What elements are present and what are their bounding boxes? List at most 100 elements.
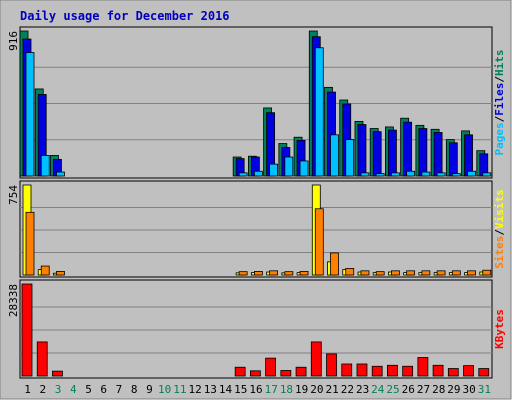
bar-files-day-30 [464,134,473,177]
x-tick-label: 16 [249,383,262,396]
bar-sites-day-16 [253,271,263,276]
y-max-label: 28338 [7,284,20,317]
bar-pages-day-21 [330,134,339,177]
bar-kbytes-day-3 [52,370,63,377]
chart-panels: 916Pages/Files/Hits754Sites/Visits28338K… [7,26,506,379]
bar-kbytes-day-29 [447,368,459,377]
bar-kbytes-day-20 [310,341,322,377]
x-tick-label: 2 [40,383,47,396]
bar-kbytes-day-16 [249,370,261,377]
bar-sites-day-19 [299,271,309,276]
bar-pages-day-31 [482,172,492,177]
bar-sites-day-24 [375,271,385,276]
x-tick-label: 4 [70,383,77,396]
bar-kbytes-day-26 [402,365,414,377]
bar-kbytes-day-27 [417,357,429,377]
x-tick-label: 29 [447,383,460,396]
bar-kbytes-day-18 [280,370,292,377]
bar-files-day-23 [357,124,367,177]
bar-files-day-26 [403,121,413,177]
bar-pages-day-17 [269,163,279,177]
bar-pages-day-30 [467,170,476,177]
x-axis-day-labels: 1 2 3 4 5 6 7 8 9 10 11 12 13 14 15 16 17 18 19 20 21 22 23 24 2… [24,383,491,396]
x-tick-label: 14 [219,383,233,396]
bar-sites-day-23 [360,270,370,276]
side-legend: Sites/Visits [493,189,506,269]
bar-pages-day-16 [253,170,263,177]
bar-kbytes-day-28 [432,364,444,377]
x-tick-label: 12 [188,383,201,396]
bar-files-day-24 [372,131,382,177]
x-tick-label: 7 [116,383,123,396]
bar-sites-day-15 [238,271,248,276]
bar-sites-day-18 [284,271,294,276]
bar-files-day-27 [418,128,428,177]
bar-pages-day-20 [314,47,324,177]
bar-pages-day-27 [421,171,431,177]
legend-separator: / [493,76,506,83]
bar-sites-day-17 [269,270,279,276]
bar-kbytes-day-1 [21,283,33,377]
panel-kbytes: 28338 KBytes [7,279,506,379]
bar-pages-day-23 [360,172,370,177]
chart-title: Daily usage for December 2016 [20,9,230,23]
bar-sites-day-25 [391,270,400,276]
x-tick-label: 24 [371,383,385,396]
bar-sites-day-2 [40,265,50,276]
legend-sites: Sites [493,236,506,269]
x-tick-label: 18 [280,383,293,396]
y-max-label: 916 [7,31,20,51]
x-tick-label: 6 [100,383,107,396]
x-tick-label: 25 [386,383,399,396]
x-tick-label: 19 [295,383,308,396]
panel-frame [19,279,493,379]
legend-kbytes: KBytes [493,309,506,349]
legend-pages: Pages [493,122,506,155]
bar-kbytes-day-30 [463,365,474,377]
bar-kbytes-day-15 [234,366,246,377]
bar-pages-day-26 [406,170,416,177]
side-legend: KBytes [493,309,506,349]
x-tick-label: 10 [158,383,171,396]
x-tick-label: 3 [55,383,62,396]
bar-sites-day-1 [25,211,35,276]
bar-kbytes-day-21 [326,353,337,377]
bar-sites-day-3 [56,271,65,276]
x-tick-label: 13 [204,383,217,396]
x-tick-label: 28 [432,383,445,396]
bar-pages-day-22 [345,139,355,177]
bar-sites-day-22 [345,268,355,276]
x-tick-label: 30 [463,383,476,396]
bar-pages-day-2 [40,155,50,177]
bar-kbytes-day-22 [341,363,353,377]
bar-sites-day-28 [436,270,446,276]
x-tick-label: 11 [173,383,186,396]
x-tick-label: 17 [265,383,278,396]
legend-hits: Hits [493,50,506,77]
bar-files-day-28 [433,132,443,177]
bar-sites-day-31 [482,269,492,276]
bar-pages-day-29 [451,173,461,177]
bar-kbytes-day-2 [36,341,48,377]
bar-sites-day-21 [330,252,339,276]
bar-sites-day-30 [467,270,476,276]
bar-sites-day-29 [451,270,461,276]
panel-frame [19,26,493,179]
bar-pages-day-19 [299,160,309,177]
x-tick-label: 23 [356,383,369,396]
bar-files-day-25 [388,129,397,177]
bar-pages-day-25 [391,172,400,177]
legend-visits: Visits [493,189,506,229]
bar-pages-day-15 [238,172,248,177]
bar-pages-day-18 [284,156,294,177]
x-tick-label: 26 [402,383,415,396]
x-tick-label: 9 [146,383,153,396]
side-legend: Pages/Files/Hits [493,50,506,156]
bar-sites-day-27 [421,270,431,276]
x-tick-label: 27 [417,383,430,396]
x-tick-label: 8 [131,383,138,396]
legend-files: Files [493,83,506,116]
panel-visits: 754 Sites/Visits [7,180,506,278]
